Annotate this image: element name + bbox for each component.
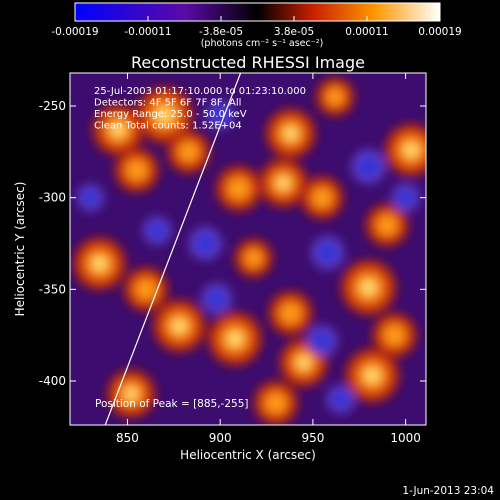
footer-timestamp: 1-Jun-2013 23:04	[402, 485, 494, 497]
colorbar-tick-label: -0.00011	[124, 26, 171, 38]
heatmap-source-peak	[93, 257, 106, 270]
colorbar-tick-label: 0.00011	[345, 26, 388, 38]
colorbar	[74, 2, 441, 22]
heatmap-image	[72, 76, 426, 425]
y-tick-label: -250	[39, 99, 66, 113]
plot-frame	[69, 72, 427, 426]
heatmap-negative-core	[208, 290, 225, 307]
heatmap-source-core	[280, 303, 301, 324]
annotation-line: Energy Range: 25.0 - 50.0 keV	[94, 109, 247, 120]
chart-title: Reconstructed RHESSI Image	[131, 53, 365, 72]
heatmap-source-core	[326, 88, 344, 106]
x-tick-label: 900	[209, 431, 232, 445]
peak-position-label: Position of Peak = [885,-255]	[95, 398, 249, 410]
colorbar-tick-label: 0.00019	[418, 26, 461, 38]
heatmap-negative-core	[313, 332, 331, 350]
heatmap-source-core	[126, 160, 147, 181]
colorbar-tick-label: 3.8e-05	[274, 26, 314, 38]
colorbar-unit-label: (photons cm⁻² s⁻¹ asec⁻²)	[201, 38, 324, 49]
y-axis-label: Heliocentric Y (arcsec)	[13, 182, 27, 317]
axes: 850 900 950 1000 -250 -300 -350 -400	[39, 73, 426, 445]
annotation-line: Detectors: 4F 5F 6F 7F 8F, All	[94, 98, 241, 109]
x-axis-label: Heliocentric X (arcsec)	[180, 448, 316, 462]
heatmap-source-core	[245, 249, 262, 267]
y-tick-label: -400	[39, 374, 66, 388]
heatmap-source-peak	[228, 332, 242, 346]
heatmap-source-peak	[112, 123, 125, 136]
heatmap-negative-core	[212, 107, 228, 123]
heatmap-source-peak	[361, 280, 376, 295]
heatmap-source-peak	[297, 357, 310, 369]
heatmap-negative-core	[149, 222, 165, 239]
heatmap-source-core	[312, 188, 332, 208]
heatmap-negative-core	[82, 190, 98, 206]
heatmap-negative-core	[318, 243, 337, 262]
annotation-block: 25-Jul-2003 01:17:10.000 to 01:23:10.000…	[94, 86, 306, 132]
heatmap-source-peak	[173, 319, 186, 333]
x-tick-label: 950	[301, 431, 324, 445]
heatmap-source-core	[228, 178, 250, 199]
y-tick-label: -300	[39, 191, 66, 205]
heatmap-negative-core	[397, 189, 414, 206]
colorbar-tick-label: -0.00019	[51, 26, 98, 38]
x-tick-label: 850	[116, 431, 139, 445]
heatmap-negative-core	[332, 391, 349, 408]
annotation-line: 25-Jul-2003 01:17:10.000 to 01:23:10.000	[94, 86, 306, 97]
heatmap-source-peak	[157, 108, 172, 123]
solar-limb-line	[104, 73, 242, 425]
heatmap-source-core	[265, 392, 286, 414]
heatmap-source-core	[179, 142, 199, 162]
x-tick-label: 1000	[390, 431, 421, 445]
colorbar-ticks: -0.00019 -0.00011 -3.8e-05 3.8e-05 0.00011 0.…	[51, 16, 462, 38]
heatmap-source-peak	[284, 127, 297, 140]
colorbar-tick-label: -3.8e-05	[199, 26, 243, 38]
heatmap-source-peak	[404, 143, 418, 157]
heatmap-source-core	[136, 279, 157, 300]
heatmap-source-peak	[277, 177, 289, 189]
heatmap-negative-core	[196, 234, 215, 253]
annotation-line: Clean Total counts: 1.52E+04	[94, 121, 242, 132]
heatmap-source-peak	[125, 388, 137, 400]
heatmap-source-peak	[365, 369, 379, 382]
heatmap-negative-core	[359, 157, 378, 176]
heatmap-source-core	[377, 215, 397, 235]
heatmap-source-core	[384, 325, 405, 346]
y-tick-label: -350	[39, 282, 66, 296]
